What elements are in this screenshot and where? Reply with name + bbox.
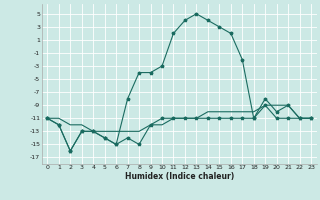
X-axis label: Humidex (Indice chaleur): Humidex (Indice chaleur) [124, 172, 234, 181]
